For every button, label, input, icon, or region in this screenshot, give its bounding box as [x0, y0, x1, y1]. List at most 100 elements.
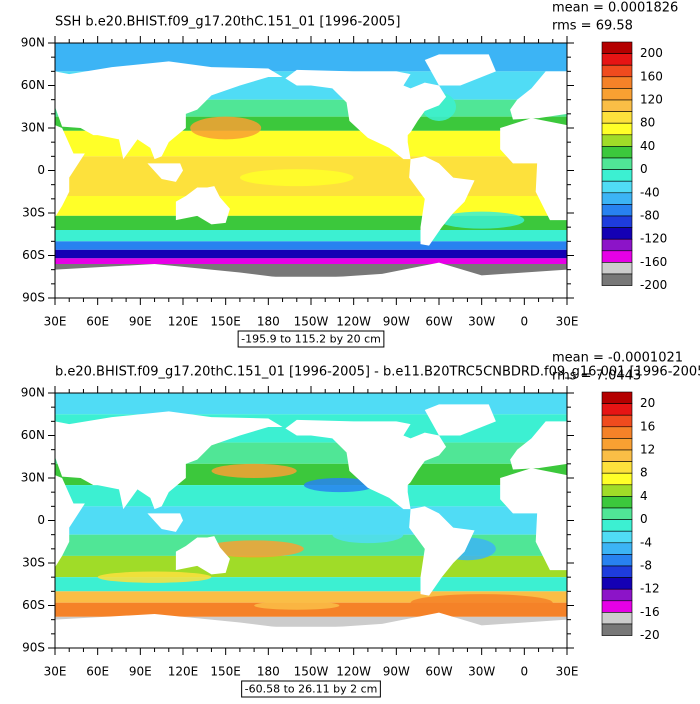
- lon-label: 0: [521, 315, 529, 329]
- colorbar-box: [601, 250, 633, 263]
- lon-label: 120W: [336, 315, 371, 329]
- lon-label: 180: [257, 315, 280, 329]
- colorbar-box: [601, 192, 633, 205]
- lon-label: 90E: [129, 665, 152, 679]
- colorbar-label: 16: [640, 419, 655, 433]
- range-text: -60.58 to 26.11 by 2 cm: [245, 683, 378, 696]
- field-anomaly: [190, 116, 262, 140]
- lat-label: 0: [37, 513, 45, 527]
- range-box: [241, 680, 381, 698]
- colorbar-label: 120: [640, 93, 663, 107]
- field-anomaly: [439, 211, 525, 229]
- colorbar-label: -16: [640, 605, 660, 619]
- colorbar-box: [601, 169, 633, 182]
- lat-label: 30S: [22, 556, 45, 570]
- colorbar-box: [601, 554, 633, 567]
- field-anomaly: [97, 571, 212, 583]
- lat-label: 60S: [22, 248, 45, 262]
- mean-label: mean = -0.0001021: [552, 351, 683, 366]
- colorbar-box: [601, 496, 633, 509]
- lon-label: 150W: [294, 665, 329, 679]
- field-band: [55, 506, 567, 535]
- land: [409, 506, 475, 596]
- lon-label: 60W: [425, 315, 452, 329]
- land: [285, 419, 447, 510]
- land: [409, 156, 475, 246]
- colorbar-box: [601, 438, 633, 451]
- polar-cap: [55, 281, 567, 298]
- colorbar-box: [601, 134, 633, 147]
- colorbar-box: [601, 122, 633, 136]
- land: [285, 69, 447, 160]
- colorbar-box: [601, 461, 633, 474]
- colorbar-label: 160: [640, 69, 663, 83]
- field-band: [55, 258, 567, 264]
- land: [500, 118, 567, 221]
- lon-label: 90W: [383, 315, 410, 329]
- ssh-field: [55, 43, 567, 298]
- colorbar-label: 0: [640, 512, 648, 526]
- colorbar-box: [601, 391, 633, 404]
- colorbar-box: [601, 519, 633, 532]
- colorbar-box: [601, 530, 633, 544]
- lat-label: 0: [37, 163, 45, 177]
- lon-label: 150E: [210, 665, 241, 679]
- land: [55, 61, 283, 160]
- colorbar-label: 8: [640, 466, 648, 480]
- colorbar-box: [601, 53, 633, 66]
- colorbar-box: [601, 588, 633, 602]
- field-band: [55, 591, 567, 603]
- lon-label: 150W: [294, 315, 329, 329]
- lon-label: 120W: [336, 665, 371, 679]
- land: [55, 475, 85, 568]
- land: [424, 404, 496, 436]
- colorbar-box: [601, 484, 633, 497]
- land: [147, 513, 183, 532]
- colorbar-box: [601, 204, 633, 217]
- colorbar-label: -20: [640, 628, 660, 642]
- colorbar-box: [601, 238, 633, 252]
- mean-label: mean = 0.0001826: [552, 1, 678, 16]
- field-band: [55, 616, 567, 627]
- colorbar-box: [601, 472, 633, 486]
- lat-label: 90S: [22, 641, 45, 655]
- colorbar-box: [601, 403, 633, 416]
- colorbar-label: 4: [640, 489, 648, 503]
- colorbar-label: 12: [640, 443, 655, 457]
- range-note: -195.9 to 115.2 by 20 cm: [237, 330, 385, 348]
- panel-title: SSH b.e20.BHIST.f09_g17.20thC.151_01 [19…: [55, 15, 400, 30]
- lon-label: 180: [257, 665, 280, 679]
- lat-label: 60N: [21, 428, 45, 442]
- map-panel: SSH b.e20.BHIST.f09_g17.20thC.151_01 [19…: [21, 1, 678, 348]
- lon-label: 90E: [129, 315, 152, 329]
- field-anomaly: [239, 169, 354, 187]
- field-anomaly: [410, 594, 553, 612]
- field-band: [55, 485, 567, 507]
- colorbar-box: [601, 273, 633, 286]
- land: [510, 71, 567, 120]
- panel-title: b.e20.BHIST.f09_g17.20thC.151_01 [1996-2…: [55, 365, 700, 380]
- field-anomaly: [204, 540, 304, 558]
- land: [175, 536, 230, 575]
- lat-label: 60S: [22, 598, 45, 612]
- colorbar-label: 0: [640, 162, 648, 176]
- colorbar-box: [601, 180, 633, 194]
- land: [147, 163, 183, 182]
- colorbar-box: [601, 426, 633, 439]
- polar-cap: [55, 631, 567, 648]
- colorbar-box: [601, 449, 633, 462]
- lat-label: 30N: [21, 471, 45, 485]
- field-anomaly: [332, 526, 404, 544]
- field-anomaly: [254, 601, 340, 610]
- colorbar-box: [601, 414, 633, 428]
- rms-label: rms = 69.58: [552, 19, 633, 34]
- colorbar-label: -12: [640, 582, 660, 596]
- land: [424, 54, 496, 86]
- lon-label: 30W: [468, 315, 495, 329]
- colorbar-box: [601, 111, 633, 124]
- rms-label: rms = 7.0443: [552, 369, 641, 384]
- lon-label: 150E: [210, 315, 241, 329]
- land: [510, 421, 567, 470]
- lat-label: 60N: [21, 78, 45, 92]
